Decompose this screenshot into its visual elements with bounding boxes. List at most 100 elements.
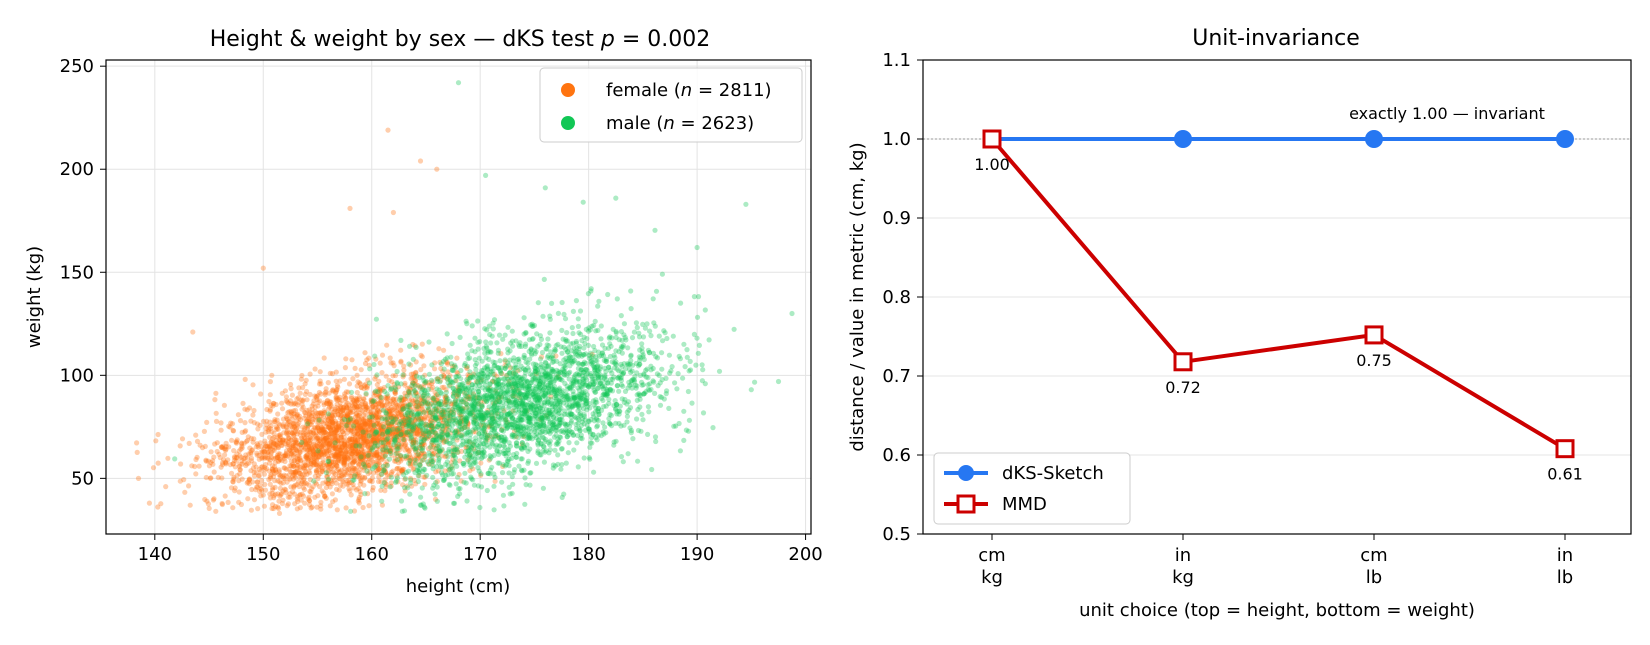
scatter-point: [448, 361, 455, 367]
scatter-point: [327, 411, 333, 417]
scatter-point: [317, 410, 323, 416]
scatter-point: [457, 420, 463, 426]
scatter-point: [361, 396, 367, 402]
scatter-point: [153, 438, 159, 444]
scatter-point: [651, 379, 657, 385]
scatter-point: [387, 484, 393, 490]
scatter-point: [372, 429, 378, 435]
scatter-point: [325, 441, 331, 447]
scatter-point: [581, 455, 587, 461]
scatter-point: [310, 412, 316, 419]
scatter-point: [472, 349, 478, 355]
scatter-point: [358, 425, 364, 431]
scatter-series-0: [134, 127, 595, 516]
scatter-point: [330, 499, 336, 505]
scatter-point: [293, 470, 299, 476]
scatter-point: [332, 453, 338, 459]
scatter-point: [285, 432, 291, 438]
scatter-point: [540, 448, 546, 454]
scatter-point: [251, 497, 258, 503]
scatter-point: [313, 450, 319, 456]
scatter-point: [254, 479, 261, 485]
scatter-point: [460, 415, 466, 421]
scatter-point: [290, 421, 296, 427]
scatter-point: [393, 430, 399, 436]
scatter-point: [391, 413, 397, 419]
scatter-point: [294, 465, 300, 471]
scatter-point: [289, 444, 295, 451]
scatter-point: [296, 385, 302, 391]
scatter-point: [359, 458, 365, 464]
scatter-point: [413, 390, 419, 396]
scatter-point: [289, 430, 295, 436]
scatter-point: [271, 493, 277, 499]
scatter-point: [460, 418, 466, 424]
scatter-point: [269, 505, 275, 512]
scatter-point: [349, 424, 355, 430]
scatter-point: [484, 437, 490, 443]
scatter-point: [313, 461, 319, 468]
scatter-point: [466, 372, 473, 378]
scatter-point: [374, 469, 381, 475]
scatter-point: [134, 440, 140, 446]
scatter-point: [316, 389, 322, 396]
scatter-point: [295, 453, 301, 459]
scatter-point: [352, 436, 358, 442]
scatter-point: [272, 464, 278, 470]
scatter-point: [420, 385, 427, 391]
scatter-point: [325, 411, 331, 417]
scatter-point: [296, 420, 302, 426]
scatter-point: [311, 398, 317, 404]
scatter-point: [228, 420, 234, 426]
scatter-point: [276, 467, 282, 473]
scatter-point: [415, 452, 421, 458]
scatter-point: [358, 451, 365, 457]
scatter-point: [328, 403, 334, 409]
scatter-point: [329, 413, 335, 419]
scatter-point: [410, 428, 416, 434]
scatter-point: [350, 449, 356, 455]
scatter-point: [613, 330, 619, 336]
scatter-point: [361, 420, 368, 426]
scatter-point: [370, 419, 376, 425]
scatter-point: [321, 438, 327, 444]
scatter-point: [454, 369, 460, 375]
scatter-point: [294, 431, 300, 437]
scatter-point: [400, 482, 406, 488]
scatter-point: [271, 441, 277, 447]
scatter-point: [307, 449, 313, 455]
scatter-point: [274, 454, 280, 461]
scatter-point: [385, 438, 391, 444]
scatter-point: [286, 435, 292, 441]
scatter-point: [327, 445, 333, 451]
scatter-point: [246, 405, 253, 411]
scatter-point: [346, 381, 353, 387]
scatter-point: [292, 501, 298, 507]
scatter-point: [405, 429, 411, 435]
scatter-point: [300, 438, 306, 444]
scatter-point: [346, 405, 352, 411]
scatter-point: [345, 418, 351, 424]
scatter-point: [290, 443, 296, 449]
scatter-point: [384, 399, 390, 405]
scatter-point: [478, 471, 484, 477]
scatter-point: [370, 427, 376, 433]
scatter-point: [368, 409, 374, 415]
scatter-point: [374, 451, 380, 457]
scatter-point: [350, 460, 356, 466]
scatter-point: [444, 426, 450, 432]
scatter-point: [257, 466, 263, 472]
scatter-point: [307, 435, 313, 441]
scatter-point: [356, 456, 362, 462]
scatter-point: [444, 331, 450, 337]
scatter-point: [477, 504, 483, 511]
scatter-point: [304, 452, 310, 458]
scatter-point: [549, 300, 555, 306]
scatter-point: [400, 403, 406, 409]
scatter-point: [391, 442, 397, 448]
scatter-point: [386, 423, 393, 429]
scatter-point: [352, 431, 358, 437]
scatter-point: [406, 447, 412, 454]
scatter-point: [338, 412, 344, 418]
scatter-point: [379, 402, 385, 408]
